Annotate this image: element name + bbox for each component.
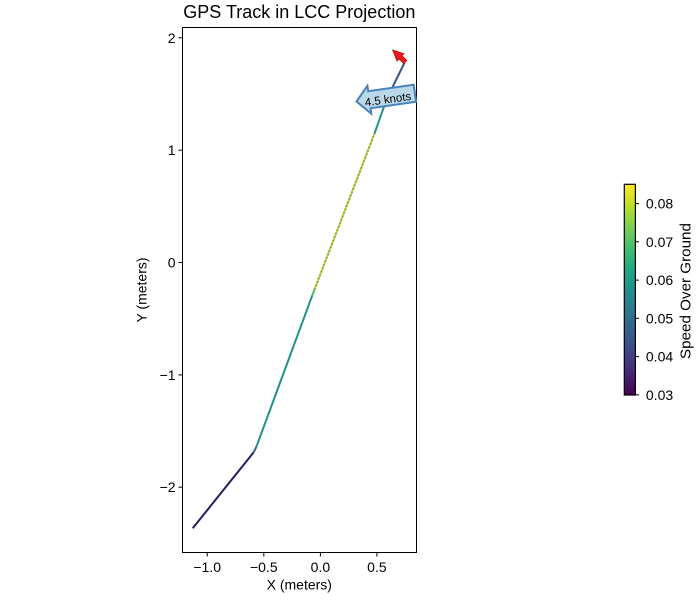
svg-text:0.0: 0.0 [311,559,331,575]
svg-text:GPS Track in LCC Projection: GPS Track in LCC Projection [183,2,415,22]
svg-text:0.04: 0.04 [646,349,673,365]
svg-text:−1.0: −1.0 [193,559,221,575]
svg-text:Speed Over Ground: Speed Over Ground [678,223,695,359]
svg-text:0.08: 0.08 [646,196,673,212]
svg-text:0.03: 0.03 [646,387,673,403]
svg-text:1: 1 [168,142,176,158]
svg-text:0.07: 0.07 [646,234,673,250]
svg-text:−1: −1 [160,367,176,383]
svg-text:2: 2 [168,30,176,46]
svg-text:X (meters): X (meters) [267,577,332,593]
svg-text:−2: −2 [160,479,176,495]
svg-text:0.06: 0.06 [646,272,673,288]
svg-text:0.05: 0.05 [646,310,673,326]
svg-text:−0.5: −0.5 [250,559,278,575]
svg-text:0.5: 0.5 [367,559,387,575]
svg-text:0: 0 [168,255,176,271]
svg-text:Y (meters): Y (meters) [134,257,150,322]
